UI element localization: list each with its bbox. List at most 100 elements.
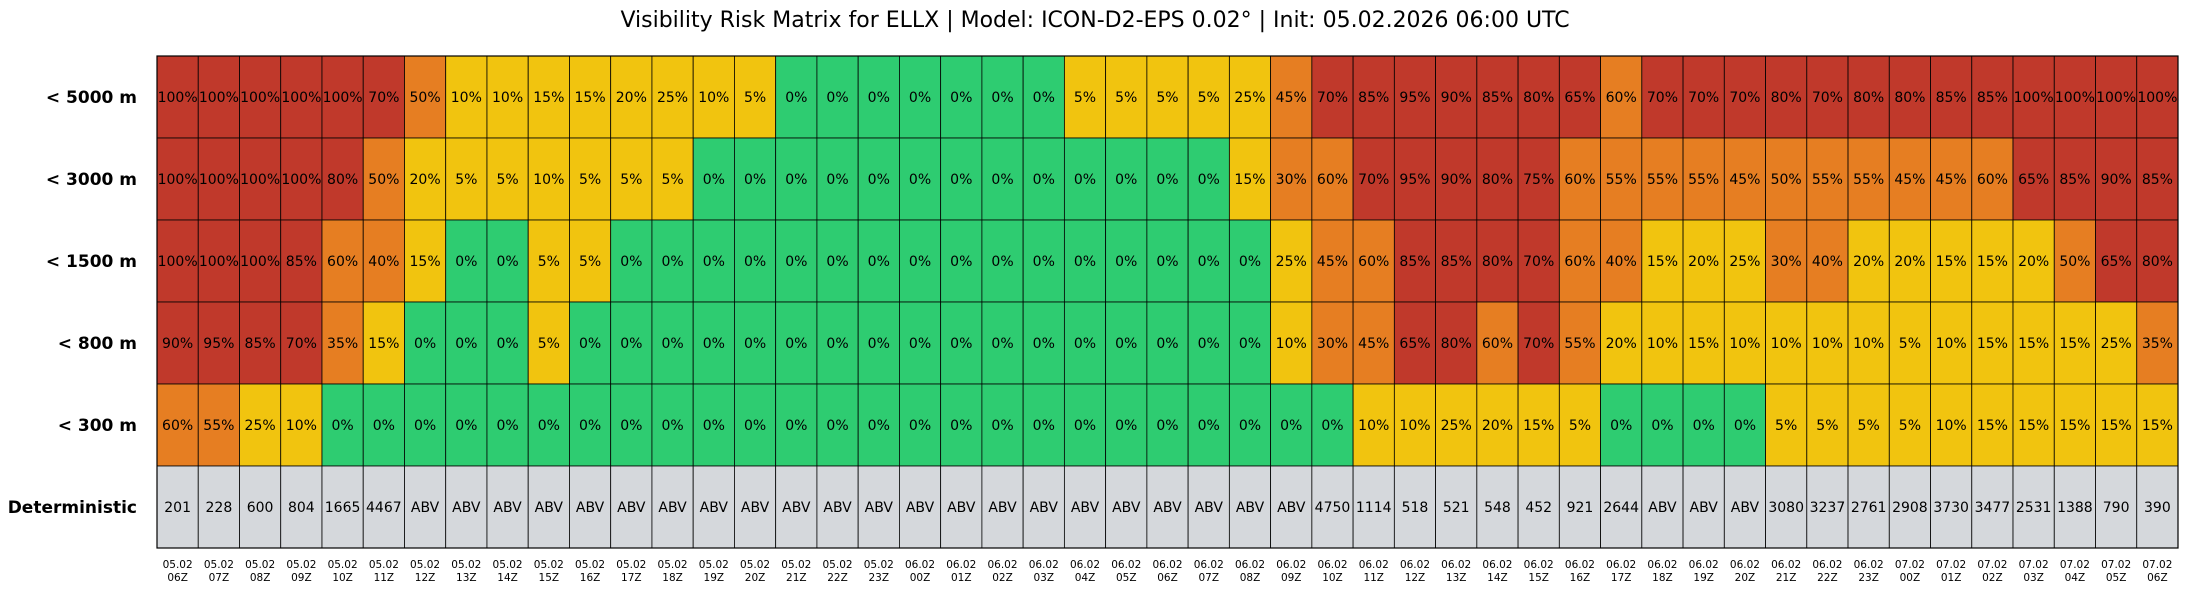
cell-value-label: 0% [1239,418,1261,434]
cell-value-label: 15% [1523,418,1554,434]
heatmap-cell [445,301,488,385]
heatmap-cell [445,383,488,467]
heatmap-cell [1435,137,1478,221]
heatmap-cell [1435,301,1478,385]
x-tick-date: 07.02 [2060,559,2090,571]
cell-value-label: 10% [1936,418,1967,434]
heatmap-cell [734,301,777,385]
cell-value-label: 65% [1564,90,1595,106]
x-tick-hour: 03Z [1033,572,1054,584]
heatmap-cell [775,55,818,139]
heatmap-cell [1765,137,1808,221]
heatmap-cell [692,219,735,303]
heatmap-cell [1641,219,1684,303]
cell-value-label: 35% [2142,336,2173,352]
x-tick-hour: 22Z [1817,572,1838,584]
x-tick-date: 05.02 [864,559,894,571]
cell-value-label: 0% [868,418,890,434]
x-tick-date: 06.02 [1812,559,1842,571]
heatmap-cell [981,383,1024,467]
deterministic-value: ABV [1195,500,1224,516]
heatmap-cell [1600,219,1643,303]
cell-value-label: 60% [1564,172,1595,188]
heatmap-cell [610,137,653,221]
x-tick-hour: 19Z [1693,572,1714,584]
deterministic-cell [940,465,983,549]
cell-value-label: 15% [2018,336,2049,352]
heatmap-cell [527,137,570,221]
heatmap-cell [2136,301,2179,385]
cell-value-label: 70% [368,90,399,106]
cell-value-label: 10% [1276,336,1307,352]
cell-value-label: 5% [538,336,560,352]
deterministic-value: 1114 [1356,500,1392,516]
deterministic-value: ABV [865,500,894,516]
cell-value-label: 55% [1688,172,1719,188]
heatmap-cell [197,219,240,303]
deterministic-value: ABV [782,500,811,516]
x-tick-date: 06.02 [946,559,976,571]
cell-value-label: 50% [1771,172,1802,188]
heatmap-cell [1063,383,1107,467]
cell-value-label: 0% [991,254,1013,270]
x-tick-date: 07.02 [2142,559,2172,571]
cell-value-label: 0% [1651,418,1673,434]
cell-value-label: 0% [785,254,807,270]
heatmap-cell [1311,55,1354,139]
deterministic-cell [1641,465,1684,549]
cell-value-label: 30% [1317,336,1348,352]
deterministic-value: ABV [1153,500,1182,516]
heatmap-cell [857,383,900,467]
cell-value-label: 100% [199,254,239,270]
deterministic-cell [2136,465,2179,549]
cell-value-label: 5% [1569,418,1591,434]
x-tick-date: 07.02 [2101,559,2131,571]
deterministic-value: 3477 [1975,500,2011,516]
cell-value-label: 5% [1775,418,1797,434]
x-tick-date: 07.02 [1895,559,1925,571]
cell-value-label: 0% [661,336,683,352]
x-tick-hour: 09Z [291,572,312,584]
cell-value-label: 0% [1693,418,1715,434]
cell-value-label: 0% [868,172,890,188]
heatmap-cell [1393,301,1436,385]
heatmap-cell [775,301,818,385]
cell-value-label: 0% [579,418,601,434]
x-tick-hour: 08Z [250,572,271,584]
cell-value-label: 70% [286,336,317,352]
heatmap-cell [857,137,900,221]
x-tick-hour: 01Z [951,572,972,584]
cell-value-label: 65% [1399,336,1430,352]
deterministic-cell [981,465,1024,549]
cell-value-label: 60% [1358,254,1389,270]
cell-value-label: 5% [538,254,560,270]
heatmap-cell [816,55,859,139]
cell-value-label: 70% [1688,90,1719,106]
heatmap-cell [981,55,1024,139]
cell-value-label: 0% [1115,254,1137,270]
heatmap-cell [239,383,282,467]
deterministic-cell [651,465,694,549]
x-tick-date: 05.02 [616,559,646,571]
x-tick-hour: 13Z [456,572,477,584]
heatmap-cell [1352,219,1395,303]
cell-value-label: 0% [744,172,766,188]
cell-value-label: 15% [410,254,441,270]
x-tick-hour: 02Z [992,572,1013,584]
heatmap-cell [1558,137,1601,221]
deterministic-value: 1388 [2057,500,2093,516]
row-label: < 800 m [58,334,137,354]
cell-value-label: 0% [1239,254,1261,270]
cell-value-label: 100% [281,90,321,106]
heatmap-cell [1105,137,1148,221]
x-tick-hour: 21Z [1776,572,1797,584]
cell-value-label: 0% [620,418,642,434]
deterministic-value: 2761 [1851,500,1887,516]
cell-value-label: 5% [1156,90,1178,106]
cell-value-label: 80% [327,172,358,188]
cell-value-label: 5% [620,172,642,188]
x-tick-hour: 11Z [374,572,395,584]
heatmap-cell [362,383,405,467]
heatmap-cell [1600,137,1643,221]
heatmap-cell [1806,219,1849,303]
